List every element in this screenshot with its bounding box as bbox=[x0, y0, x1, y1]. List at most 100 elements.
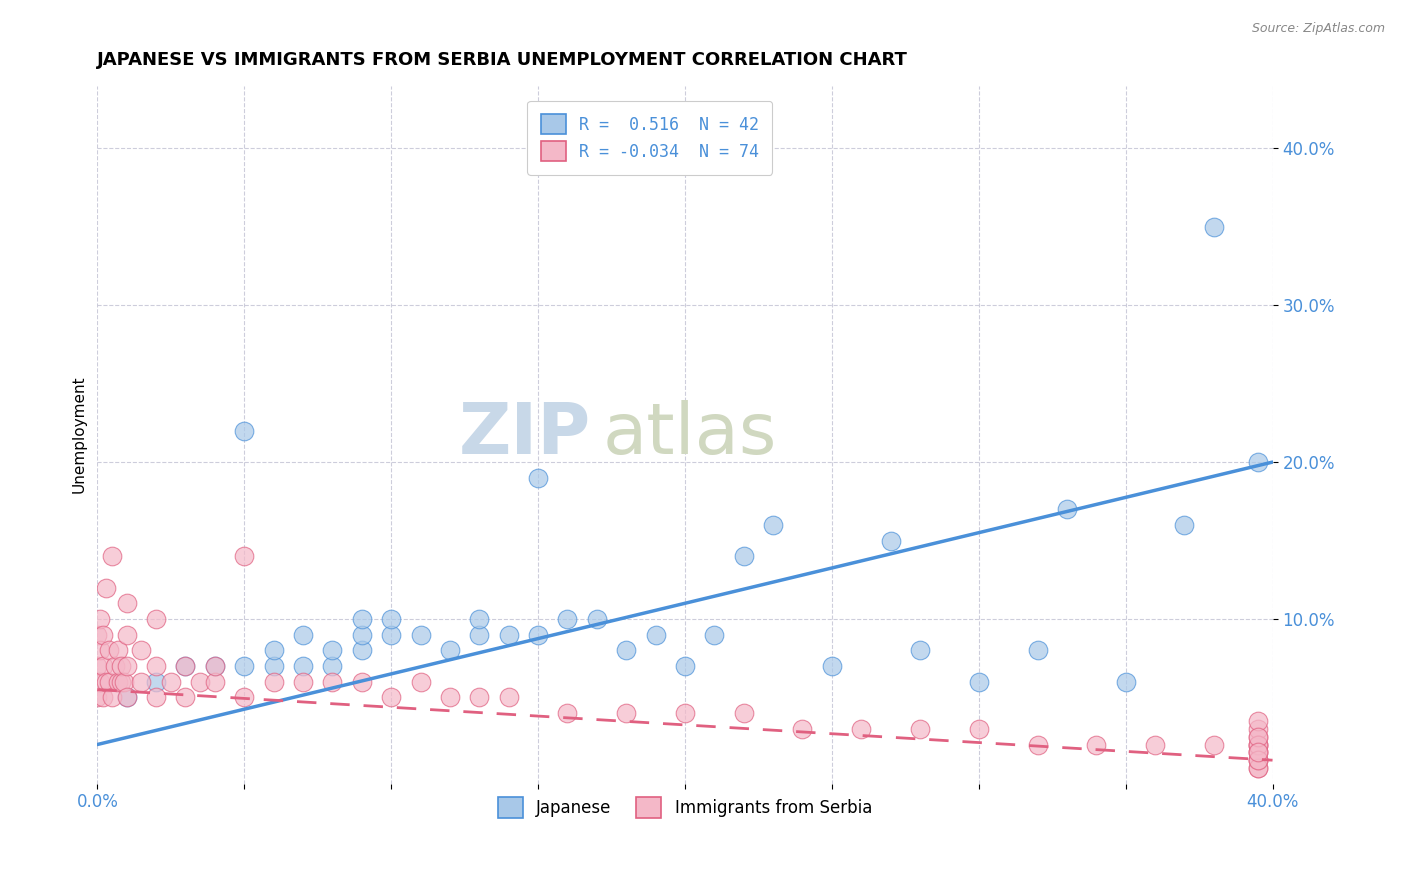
Point bbox=[86, 690, 108, 705]
Point bbox=[498, 690, 520, 705]
Point bbox=[233, 424, 256, 438]
Point bbox=[263, 674, 285, 689]
Text: JAPANESE VS IMMIGRANTS FROM SERBIA UNEMPLOYMENT CORRELATION CHART: JAPANESE VS IMMIGRANTS FROM SERBIA UNEMP… bbox=[97, 51, 908, 69]
Point bbox=[159, 674, 181, 689]
Text: atlas: atlas bbox=[603, 401, 778, 469]
Point bbox=[145, 659, 167, 673]
Point bbox=[1247, 753, 1270, 767]
Point bbox=[86, 628, 108, 642]
Point bbox=[703, 628, 725, 642]
Point bbox=[967, 674, 990, 689]
Point bbox=[145, 612, 167, 626]
Point bbox=[91, 690, 114, 705]
Point bbox=[409, 628, 432, 642]
Point bbox=[263, 643, 285, 657]
Point bbox=[557, 706, 579, 720]
Point bbox=[1202, 219, 1225, 234]
Point bbox=[1026, 643, 1049, 657]
Point bbox=[89, 643, 111, 657]
Point bbox=[174, 690, 197, 705]
Point bbox=[1173, 517, 1195, 532]
Point bbox=[1247, 714, 1270, 728]
Point bbox=[967, 722, 990, 736]
Y-axis label: Unemployment: Unemployment bbox=[72, 376, 86, 493]
Point bbox=[1247, 730, 1270, 744]
Point bbox=[174, 659, 197, 673]
Point bbox=[1247, 738, 1270, 752]
Point bbox=[1247, 722, 1270, 736]
Point bbox=[321, 659, 343, 673]
Point bbox=[879, 533, 901, 548]
Point bbox=[409, 674, 432, 689]
Point bbox=[380, 612, 402, 626]
Point bbox=[585, 612, 607, 626]
Point bbox=[1247, 753, 1270, 767]
Point bbox=[1247, 753, 1270, 767]
Point bbox=[1143, 738, 1166, 752]
Point bbox=[110, 659, 132, 673]
Point bbox=[101, 549, 124, 564]
Point bbox=[321, 643, 343, 657]
Point bbox=[350, 643, 373, 657]
Point bbox=[233, 659, 256, 673]
Point bbox=[89, 612, 111, 626]
Point bbox=[233, 549, 256, 564]
Point bbox=[673, 706, 696, 720]
Point bbox=[174, 659, 197, 673]
Point bbox=[439, 690, 461, 705]
Point bbox=[204, 659, 226, 673]
Point bbox=[145, 690, 167, 705]
Point bbox=[468, 690, 491, 705]
Point bbox=[1115, 674, 1137, 689]
Point bbox=[380, 628, 402, 642]
Point bbox=[908, 643, 931, 657]
Point bbox=[1247, 745, 1270, 759]
Point bbox=[733, 549, 755, 564]
Point bbox=[468, 612, 491, 626]
Point bbox=[233, 690, 256, 705]
Point bbox=[557, 612, 579, 626]
Point bbox=[1026, 738, 1049, 752]
Point bbox=[112, 674, 135, 689]
Point bbox=[89, 674, 111, 689]
Point bbox=[115, 659, 138, 673]
Point bbox=[1202, 738, 1225, 752]
Point bbox=[204, 659, 226, 673]
Point bbox=[851, 722, 873, 736]
Point bbox=[350, 674, 373, 689]
Point bbox=[115, 690, 138, 705]
Point bbox=[1247, 745, 1270, 759]
Point bbox=[263, 659, 285, 673]
Point bbox=[614, 643, 637, 657]
Point bbox=[673, 659, 696, 673]
Point bbox=[1247, 730, 1270, 744]
Point bbox=[614, 706, 637, 720]
Point bbox=[1056, 502, 1078, 516]
Point bbox=[527, 471, 550, 485]
Text: Source: ZipAtlas.com: Source: ZipAtlas.com bbox=[1251, 22, 1385, 36]
Point bbox=[145, 674, 167, 689]
Legend: Japanese, Immigrants from Serbia: Japanese, Immigrants from Serbia bbox=[491, 790, 879, 824]
Point bbox=[380, 690, 402, 705]
Point bbox=[439, 643, 461, 657]
Point bbox=[498, 628, 520, 642]
Point bbox=[527, 628, 550, 642]
Point bbox=[115, 628, 138, 642]
Point bbox=[107, 674, 129, 689]
Point bbox=[96, 581, 118, 595]
Point bbox=[107, 643, 129, 657]
Point bbox=[115, 596, 138, 610]
Point bbox=[101, 690, 124, 705]
Point bbox=[104, 659, 127, 673]
Point bbox=[188, 674, 211, 689]
Point bbox=[131, 674, 153, 689]
Text: ZIP: ZIP bbox=[458, 401, 591, 469]
Point bbox=[110, 674, 132, 689]
Point bbox=[1247, 761, 1270, 775]
Point bbox=[1247, 738, 1270, 752]
Point bbox=[350, 628, 373, 642]
Point bbox=[91, 659, 114, 673]
Point bbox=[204, 674, 226, 689]
Point bbox=[1247, 455, 1270, 469]
Point bbox=[292, 674, 315, 689]
